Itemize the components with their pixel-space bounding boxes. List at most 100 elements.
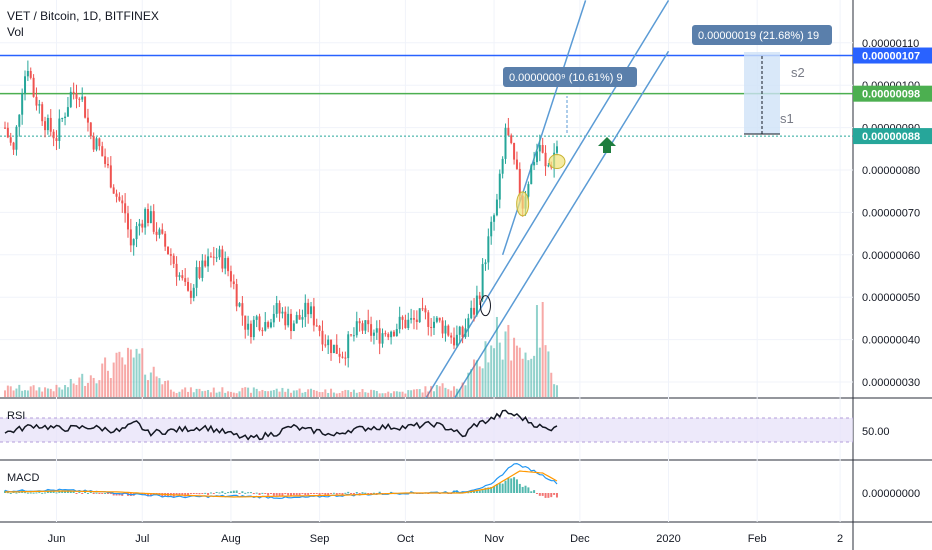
macd-hist-bar (527, 487, 530, 493)
volume-bar (78, 377, 81, 397)
macd-hist-bar (501, 483, 504, 493)
time-tick-label: Jun (48, 533, 66, 545)
volume-bar (218, 391, 221, 397)
volume-bar (64, 385, 67, 397)
volume-bar (412, 389, 415, 397)
macd-hist-bar (538, 493, 541, 496)
volume-bar (390, 393, 393, 397)
price-tag-text-2: 0.00000088 (862, 131, 920, 143)
price-axis[interactable]: 0.000001100.000001000.000000900.00000080… (853, 38, 932, 500)
volume-bar (267, 391, 270, 397)
volume-bar (553, 384, 556, 397)
volume-bar (395, 391, 398, 397)
macd-hist-bar (75, 493, 78, 494)
candle-body (435, 317, 438, 322)
volume-bar (61, 389, 64, 397)
candle-body (555, 146, 558, 153)
candle-body (181, 275, 184, 279)
macd-hist-bar (507, 478, 510, 493)
volume-bar (235, 393, 238, 397)
candle-body (318, 325, 321, 331)
volume-bar (84, 385, 87, 397)
volume-bar (364, 392, 367, 397)
candle-body (473, 307, 476, 315)
candle-body (384, 333, 387, 335)
candle-body (518, 168, 521, 196)
volume-bar (187, 391, 190, 397)
candle-body (204, 260, 207, 267)
volume-bar (401, 391, 404, 397)
candle-body (438, 317, 441, 321)
macd-hist-bar (321, 493, 324, 494)
macd-hist-bar (72, 490, 75, 493)
macd-hist-bar (284, 493, 287, 495)
macd-hist-bar (252, 493, 255, 495)
volume-bar (541, 302, 544, 397)
volume-bar (470, 369, 473, 397)
candle-body (149, 211, 152, 223)
measure2-box (692, 25, 832, 45)
volume-bar (224, 392, 227, 397)
volume-bar (433, 391, 435, 397)
candle-body (126, 213, 129, 230)
candle-body (109, 165, 112, 188)
volume-bar (513, 337, 516, 397)
macd-hist-bar (478, 490, 481, 493)
price-tag-text-1: 0.00000098 (862, 89, 920, 101)
volume-bar (524, 352, 527, 397)
candle-body (106, 163, 109, 166)
macd-hist-bar (535, 493, 538, 494)
measure1-text: 0.0000000⁹ (10.61%) 9 (509, 72, 623, 84)
candle-body (535, 151, 538, 163)
macd-hist-bar (304, 493, 307, 496)
candle-body (533, 162, 536, 166)
volume-bar (264, 391, 267, 397)
volume-bar (49, 388, 52, 397)
volume-bar (478, 366, 481, 397)
volume-bar (387, 391, 390, 397)
macd-hist-bar (467, 492, 470, 494)
candle-body (135, 226, 138, 240)
macd-hist-bar (201, 493, 204, 494)
macd-hist-bar (364, 492, 367, 494)
volume-bar (347, 390, 350, 397)
candle-body (21, 93, 24, 115)
candle-body (455, 334, 458, 346)
macd-hist-bar (470, 491, 473, 493)
volume-bar (550, 372, 553, 397)
volume-bar (221, 387, 224, 397)
candle-body (218, 249, 221, 258)
highlight-ellipse-2 (479, 295, 491, 317)
candle-body (18, 114, 21, 127)
volume-bar (361, 389, 364, 397)
macd-hist-bar (341, 493, 344, 495)
candle-body (272, 313, 275, 323)
macd-hist-bar (281, 493, 284, 497)
time-axis[interactable]: Jun Jul Aug Sep Oct Nov Dec 2020 Feb 2 (48, 533, 844, 545)
volume-bar (275, 388, 278, 397)
candle-body (424, 308, 427, 313)
volume-bar (301, 392, 304, 397)
candle-body (155, 231, 158, 235)
volume-bar (481, 368, 484, 397)
candle-body (418, 308, 421, 323)
volume-bar (392, 391, 395, 397)
candle-body (421, 308, 424, 310)
candle-body (209, 256, 212, 258)
candle-body (29, 70, 32, 78)
candle-body (330, 339, 333, 354)
volume-bar (555, 385, 558, 397)
volume-bar (332, 392, 335, 397)
rsi-label: RSI (7, 410, 25, 422)
macd-hist-bar (178, 493, 181, 495)
volume-bar (295, 390, 298, 397)
candle-body (312, 306, 315, 326)
candle-body (324, 344, 327, 346)
candle-body (378, 328, 381, 344)
volume-bar (378, 393, 381, 397)
candle-body (184, 278, 187, 282)
volume-bar (307, 389, 310, 397)
price-tick-label: 0.00000040 (862, 335, 920, 347)
candle-body (129, 229, 132, 246)
